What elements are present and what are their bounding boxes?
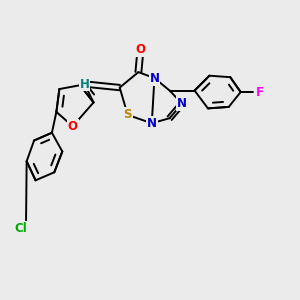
Text: O: O [68, 120, 78, 133]
Text: S: S [124, 108, 132, 122]
Text: Cl: Cl [14, 222, 27, 235]
Text: N: N [149, 72, 160, 85]
Text: H: H [80, 77, 89, 91]
Text: O: O [136, 43, 146, 56]
Text: F: F [256, 85, 264, 98]
Text: N: N [147, 117, 157, 130]
Text: N: N [177, 97, 187, 110]
